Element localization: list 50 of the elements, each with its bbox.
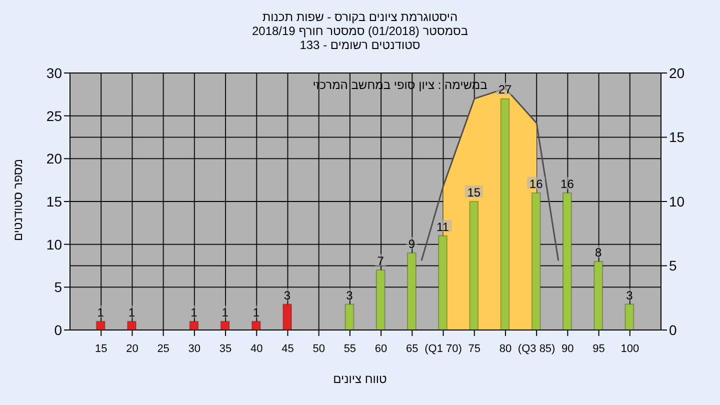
x-tick-label: 40 <box>250 343 263 355</box>
x-tick-label: 20 <box>126 343 138 355</box>
data-label: 1 <box>190 305 198 320</box>
data-label: 15 <box>467 186 481 200</box>
y-tick-label: 5 <box>54 279 62 296</box>
x-tick-label: 75 <box>468 343 480 355</box>
data-label: 3 <box>284 288 291 302</box>
data-label: 1 <box>252 305 260 320</box>
data-label: 27 <box>498 82 512 97</box>
x-tick-label: 80 <box>499 343 512 355</box>
x-tick-label: 25 <box>157 343 170 355</box>
data-label: 1 <box>97 305 104 320</box>
data-label: 3 <box>346 288 354 302</box>
data-label: 11 <box>436 220 450 234</box>
data-label: 3 <box>626 288 634 302</box>
y2-tick-label: 10 <box>669 193 685 210</box>
x-tick-label: 35 <box>219 343 232 355</box>
data-label: 8 <box>594 245 602 260</box>
x-tick-label: 45 <box>282 343 294 355</box>
x-tick-label: 15 <box>94 343 108 355</box>
y-tick-label: 30 <box>46 64 62 81</box>
chart-subtitle: בסמסטר (01/2018) סמסטר חורף 2018/19 סטודנטים רשומים - 133 <box>250 24 470 52</box>
data-label: 16 <box>529 176 544 191</box>
x-axis-title: טווח ציונים <box>332 372 388 386</box>
x-tick-label: 55 <box>344 343 356 355</box>
data-label: 1 <box>222 305 229 320</box>
x-tick-label: 50 <box>312 343 325 355</box>
chart-title: היסטוגרמת ציונים בקורס - שפות תכנות <box>261 10 459 24</box>
x-tick-label: 95 <box>592 343 605 355</box>
x-tick-label: 30 <box>188 343 201 355</box>
y-tick-label: 0 <box>54 322 62 338</box>
y-tick-label: 20 <box>46 150 62 167</box>
y2-tick-label: 15 <box>669 129 685 146</box>
y-tick-label: 10 <box>46 236 62 252</box>
x-tick-label: (Q3 85) <box>518 343 556 355</box>
y2-tick-label: 20 <box>669 64 685 81</box>
x-tick-label: 65 <box>406 343 418 355</box>
y-tick-label: 25 <box>46 108 62 124</box>
data-label: 16 <box>560 176 574 191</box>
data-label: 7 <box>377 254 384 268</box>
y2-tick-label: 5 <box>669 258 677 274</box>
x-tick-label: 90 <box>562 343 574 355</box>
x-tick-label: 100 <box>620 343 640 355</box>
y-tick-label: 15 <box>46 193 62 210</box>
data-label: 9 <box>408 236 416 251</box>
y2-tick-label: 0 <box>669 322 677 338</box>
x-tick-label: (Q1 70) <box>424 343 462 355</box>
data-label: 1 <box>128 305 136 320</box>
y-axis-title: מספר סטודנטים <box>11 158 25 242</box>
x-tick-label: 60 <box>374 343 388 355</box>
